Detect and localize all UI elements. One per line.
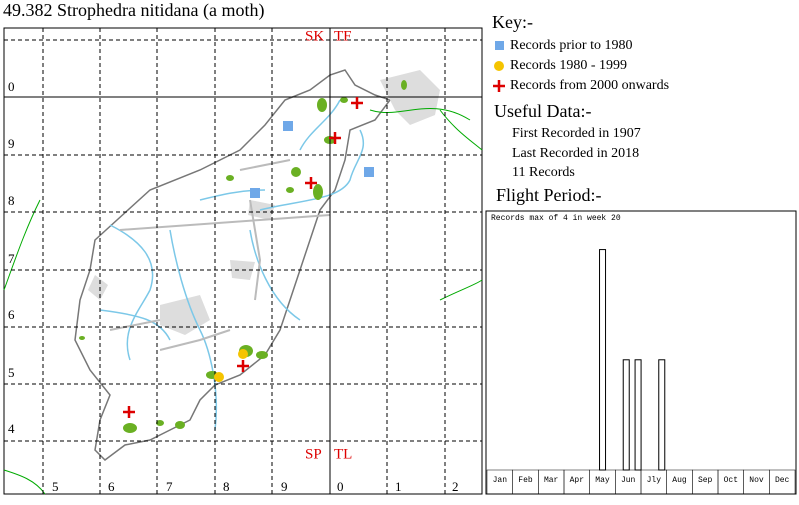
chart-note: Records max of 4 in week 20 <box>491 214 621 223</box>
key-symbol <box>495 41 504 50</box>
easting-label: 6 <box>108 479 115 494</box>
bar <box>634 359 642 471</box>
month-cell <box>769 469 796 495</box>
x-tick-label: Sep <box>698 476 713 485</box>
x-tick-label: Jan <box>493 476 508 485</box>
map: SK TF SP TL 0 9 8 7 6 5 4 5 6 7 8 9 0 1 2 <box>3 27 483 495</box>
grid-square-label: TL <box>334 446 352 462</box>
useful-data-title: Useful Data:- <box>494 101 591 121</box>
easting-label: 9 <box>281 479 288 494</box>
town <box>88 275 108 300</box>
record-1980-1999 <box>214 372 224 382</box>
x-tick-label: Jly <box>647 476 662 485</box>
easting-label: 8 <box>223 479 230 494</box>
x-tick-label: Aug <box>672 476 687 485</box>
x-tick-label: Nov <box>749 476 764 485</box>
key-entry: Records 1980 - 1999 <box>510 58 627 73</box>
flight-period-title: Flight Period:- <box>496 185 602 205</box>
key-title: Key:- <box>492 12 533 32</box>
bar <box>599 249 607 471</box>
x-tick-label: Apr <box>570 476 585 485</box>
x-tick-label: Dec <box>775 476 790 485</box>
flight-chart: Records max of 4 in week 20 Jan Feb Mar Apr… <box>485 210 797 495</box>
page-title: 49.382 Strophedra nitidana (a moth) <box>3 0 264 21</box>
x-tick-label: Mar <box>544 476 559 485</box>
northing-label: 5 <box>8 365 15 380</box>
record-pre-1980 <box>250 188 260 198</box>
grid-square-label: SK <box>305 28 324 44</box>
record-pre-1980 <box>283 121 293 131</box>
northing-label: 8 <box>8 193 15 208</box>
key-symbol <box>494 61 504 71</box>
northing-label: 0 <box>8 79 15 94</box>
useful-data-line: Last Recorded in 2018 <box>512 146 639 161</box>
x-tick-label: Oct <box>724 476 738 485</box>
road <box>109 159 331 351</box>
woodland <box>79 80 407 433</box>
easting-label: 0 <box>337 479 344 494</box>
x-tick-label: Feb <box>518 476 533 485</box>
x-tick-label: Jun <box>621 476 636 485</box>
records <box>123 97 374 418</box>
easting-label: 2 <box>452 479 459 494</box>
key-symbol <box>493 80 505 92</box>
easting-label: 5 <box>52 479 59 494</box>
bar <box>622 359 630 471</box>
x-tick-label: May <box>595 476 610 485</box>
easting-label: 7 <box>166 479 173 494</box>
northing-label: 9 <box>8 136 15 151</box>
grid-square-label: TF <box>334 28 352 44</box>
northing-label: 7 <box>8 251 15 266</box>
boundary <box>3 107 483 495</box>
northing-label: 6 <box>8 307 15 322</box>
bar <box>658 359 666 471</box>
grid-square-label: SP <box>305 446 322 462</box>
useful-data-line: First Recorded in 1907 <box>512 126 641 141</box>
key-entry: Records prior to 1980 <box>510 38 632 53</box>
record-2000-onwards <box>123 97 363 418</box>
river <box>99 99 365 431</box>
grid <box>4 28 482 494</box>
key-entry: Records from 2000 onwards <box>510 78 669 93</box>
easting-label: 1 <box>395 479 402 494</box>
northing-label: 4 <box>8 421 15 436</box>
useful-data-line: 11 Records <box>512 165 575 180</box>
record-1980-1999 <box>238 349 248 359</box>
record-pre-1980 <box>364 167 374 177</box>
